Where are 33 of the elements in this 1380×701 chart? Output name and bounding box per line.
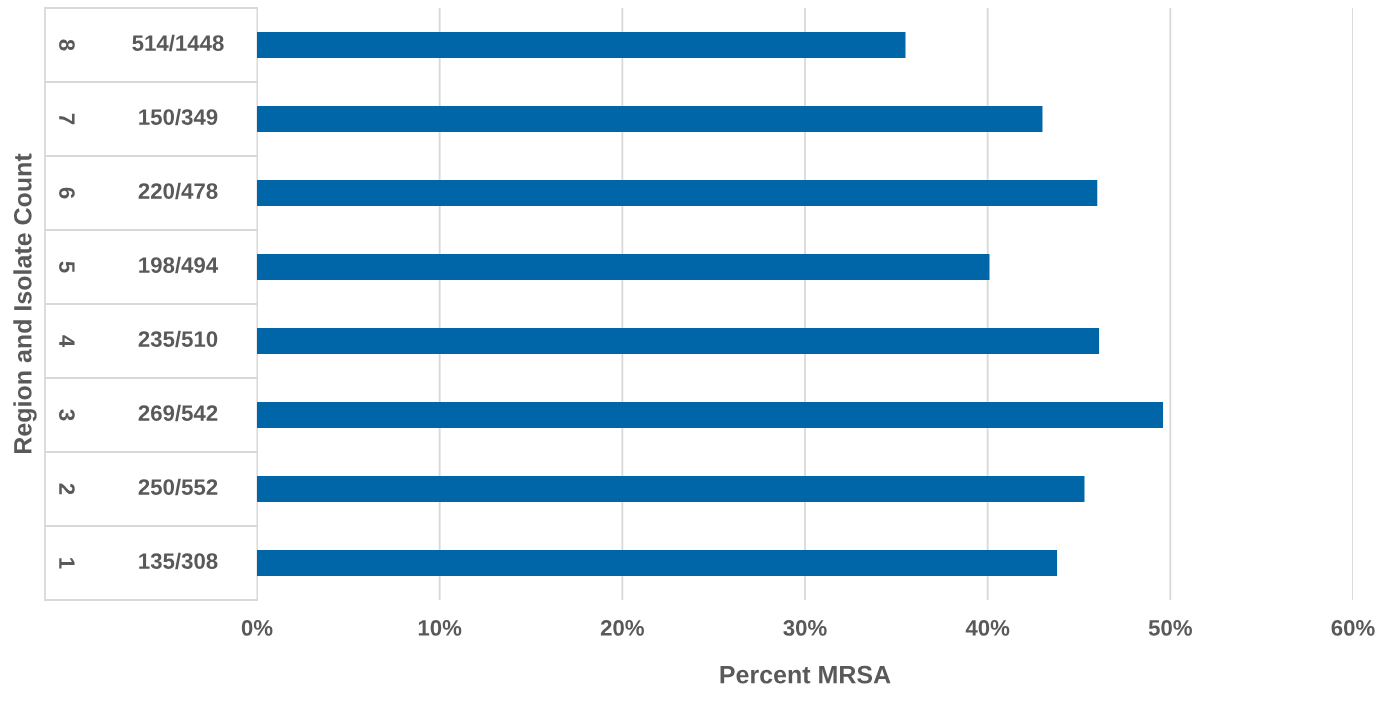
text: 3 xyxy=(59,409,75,421)
x-tick-label: 20% xyxy=(600,620,644,636)
text: 8 xyxy=(59,39,75,51)
bar xyxy=(257,106,1043,132)
bar xyxy=(257,550,1058,576)
bar xyxy=(257,180,1098,206)
y-tick-label: 135/308 xyxy=(139,552,218,570)
x-tick-label: 50% xyxy=(1148,620,1192,636)
bar xyxy=(257,402,1164,428)
x-tick-label: 0% xyxy=(241,620,273,636)
x-axis-title: Percent MRSA xyxy=(720,665,891,684)
bar xyxy=(257,476,1085,502)
text: 2 xyxy=(59,483,75,495)
y-tick-label: 250/552 xyxy=(138,478,218,496)
y-tick-label: 269/542 xyxy=(138,404,218,422)
x-tick-label: 30% xyxy=(783,620,827,636)
y-tick-label: 514/1448 xyxy=(132,34,224,52)
y-tick-label: 220/478 xyxy=(138,182,218,200)
x-tick-label: 40% xyxy=(965,620,1010,636)
y-tick-label: 198/494 xyxy=(139,256,219,274)
x-tick-label: 60% xyxy=(1331,620,1375,636)
bar xyxy=(257,32,906,58)
text: 5 xyxy=(59,261,75,273)
y-tick-label: 235/510 xyxy=(138,330,218,348)
text: 4 xyxy=(59,335,75,348)
y-axis-title: Region and Isolate Count xyxy=(13,153,37,454)
text: 6 xyxy=(59,187,75,199)
bar xyxy=(257,328,1100,354)
x-tick-label: 10% xyxy=(418,620,462,636)
y-tick-label: 150/349 xyxy=(139,108,218,126)
text: 7 xyxy=(59,113,75,125)
bar xyxy=(257,254,990,280)
text: 1 xyxy=(59,558,75,569)
